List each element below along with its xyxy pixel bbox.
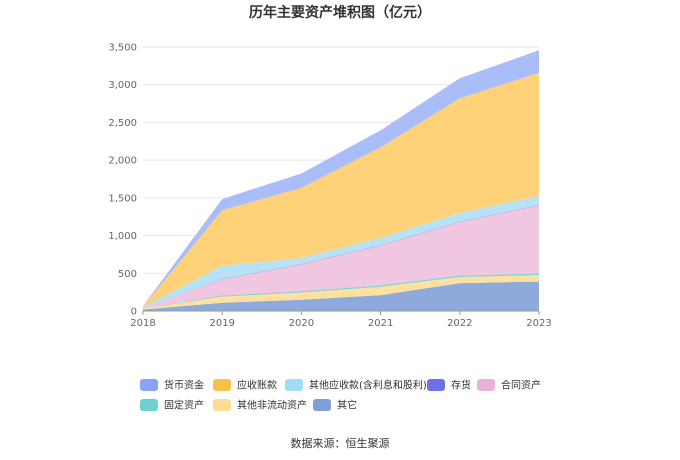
legend-label: 其他非流动资产 (237, 399, 307, 412)
legend-item[interactable]: 固定资产 (140, 399, 204, 412)
legend-item[interactable]: 应收账款 (213, 379, 277, 392)
legend-label: 存货 (451, 379, 471, 392)
y-tick-label: 3,500 (108, 43, 137, 54)
legend-label: 其它 (337, 399, 357, 412)
x-tick-label: 2023 (526, 318, 551, 329)
legend-label: 其他应收款(含利息和股利) (309, 379, 427, 392)
area-应收账款 (143, 72, 539, 308)
legend-swatch (213, 399, 231, 411)
legend-swatch (140, 379, 158, 391)
legend-item[interactable]: 存货 (427, 379, 471, 392)
legend-swatch (313, 399, 331, 411)
y-tick-label: 2,000 (108, 156, 137, 167)
legend-swatch (427, 379, 445, 391)
legend-label: 合同资产 (501, 379, 541, 392)
x-tick-label: 2020 (289, 318, 314, 329)
y-tick-label: 2,500 (108, 118, 137, 129)
legend-label: 货币资金 (164, 379, 204, 392)
x-tick-label: 2021 (368, 318, 393, 329)
area-series (143, 50, 539, 311)
x-tick-label: 2022 (447, 318, 472, 329)
y-tick-label: 3,000 (108, 80, 137, 91)
legend-label: 应收账款 (237, 379, 277, 392)
chart-title: 历年主要资产堆积图（亿元） (249, 4, 431, 21)
area-其他非流动资产 (143, 275, 539, 310)
axes: 0 500 1,000 1,500 2,000 2,500 3,000 3,500 2018 20… (108, 43, 551, 330)
area-其它 (143, 281, 539, 311)
legend-swatch (140, 399, 158, 411)
legend-item[interactable]: 其他应收款(含利息和股利) (285, 379, 427, 392)
area-合同资产 (143, 205, 539, 309)
y-tick-label: 1,000 (108, 231, 137, 242)
y-tick-label: 1,500 (108, 193, 137, 204)
y-tick-label: 500 (118, 269, 137, 280)
legend-swatch (213, 379, 231, 391)
y-tick-label: 0 (131, 307, 137, 318)
legend-label: 固定资产 (164, 399, 204, 412)
x-tick-label: 2018 (130, 318, 155, 329)
legend-swatch (477, 379, 495, 391)
legend-item[interactable]: 其它 (313, 399, 357, 412)
x-tick-label: 2019 (209, 318, 234, 329)
area-货币资金 (143, 50, 539, 307)
legend-swatch (285, 379, 303, 391)
area-其他应收款(含利息和股利) (143, 195, 539, 308)
data-source: 数据来源：恒生聚源 (291, 436, 390, 450)
legend-item[interactable]: 其他非流动资产 (213, 399, 307, 412)
legend-item[interactable]: 货币资金 (140, 379, 204, 392)
legend-item[interactable]: 合同资产 (477, 379, 541, 392)
